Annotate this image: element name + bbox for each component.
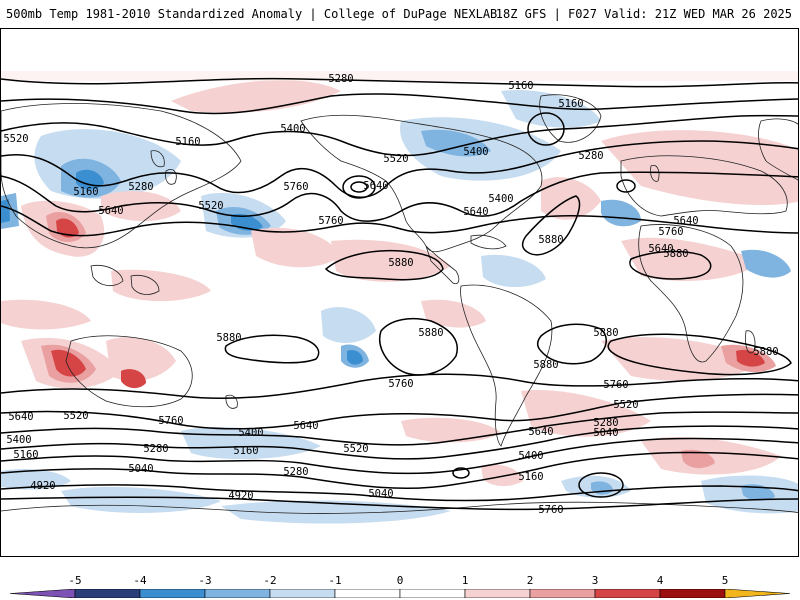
contour-label: 5520: [63, 410, 88, 422]
contour-label: 5640: [98, 205, 123, 217]
contour-label: 5160: [558, 98, 583, 110]
colorbar-segment: [724, 589, 790, 598]
contour-label: 5880: [388, 257, 413, 269]
contour-label: 5160: [175, 136, 200, 148]
colorbar-segment: [594, 589, 661, 598]
colorbar-tick-label: -4: [133, 574, 147, 587]
contour-label: 5760: [388, 378, 413, 390]
contour-labels: 5280 5160 5160 5520 5400 5160 5400 5280 5640 5520…: [3, 73, 778, 516]
contour-label: 5880: [593, 327, 618, 339]
contour-label: 5640: [8, 411, 33, 423]
contour-label: 5280: [578, 150, 603, 162]
colorbar-tick-label: -1: [328, 574, 342, 587]
contour-label: 5520: [613, 399, 638, 411]
colorbar-segment: [10, 589, 76, 598]
colorbar-tick-label: 0: [396, 574, 404, 587]
colorbar-segment: [529, 589, 596, 598]
contour-label: 5280: [143, 443, 168, 455]
contour-label: 5280: [283, 466, 308, 478]
contour-label: 5040: [368, 488, 393, 500]
contour-label: 5880: [538, 234, 563, 246]
colorbar-segment: [269, 589, 336, 598]
contour-label: 5040: [128, 463, 153, 475]
colorbar-tick-label: -2: [263, 574, 277, 587]
colorbar-segment: [139, 589, 206, 598]
contour-label: 5640: [363, 180, 388, 192]
contour-label: 5880: [216, 332, 241, 344]
contour-label: 5880: [753, 346, 778, 358]
contour-label: 5040: [593, 427, 618, 439]
contour-label: 5640: [673, 215, 698, 227]
anomaly-colorbar: [10, 589, 790, 598]
contour-label: 5760: [318, 215, 343, 227]
anomaly-shading: [1, 71, 798, 524]
contour-label: 5280: [328, 73, 353, 85]
contour-label: 5160: [508, 80, 533, 92]
colorbar-segment: [74, 589, 141, 598]
contour-label: 5640: [528, 426, 553, 438]
colorbar-tick-label: 1: [461, 574, 469, 587]
contour-label: 5400: [238, 427, 263, 439]
colorbar-segment: [659, 589, 726, 598]
contour-label: 5400: [280, 123, 305, 135]
contour-label: 5400: [463, 146, 488, 158]
contour-label: 5760: [283, 181, 308, 193]
colorbar-tick-label: 5: [721, 574, 729, 587]
contour-label: 5160: [233, 445, 258, 457]
contour-label: 5160: [518, 471, 543, 483]
colorbar-segment: [334, 589, 401, 598]
contour-label: 4920: [228, 490, 253, 502]
colorbar-tick-label: 2: [526, 574, 534, 587]
contour-label: 5160: [73, 186, 98, 198]
contour-label: 5760: [603, 379, 628, 391]
height-contours: [1, 77, 798, 511]
contour-label: 5760: [538, 504, 563, 516]
colorbar-segment: [204, 589, 271, 598]
contour-label: 5640: [648, 243, 673, 255]
contour-label: 5520: [343, 443, 368, 455]
contour-label: 5520: [3, 133, 28, 145]
header: 500mb Temp 1981-2010 Standardized Anomal…: [0, 0, 800, 28]
contour-label: 5520: [198, 200, 223, 212]
colorbar-segment: [399, 589, 466, 598]
contour-label: 5760: [158, 415, 183, 427]
colorbar-tick-label: 4: [656, 574, 664, 587]
contour-label: 5880: [663, 248, 688, 260]
contour-label: 5400: [6, 434, 31, 446]
contour-label: 5160: [13, 449, 38, 461]
contour-label: 4920: [30, 480, 55, 492]
coastlines: [1, 94, 798, 514]
contour-label: 5400: [518, 450, 543, 462]
contour-label: 5280: [128, 181, 153, 193]
colorbar-tick-label: -5: [68, 574, 82, 587]
contour-label: 5280: [593, 417, 618, 429]
anomaly-map: 5280 5160 5160 5520 5400 5160 5400 5280 5640 5520…: [1, 71, 798, 524]
colorbar-tick-label: -3: [198, 574, 212, 587]
contour-label: 5640: [463, 206, 488, 218]
contour-label: 5520: [383, 153, 408, 165]
contour-label: 5880: [533, 359, 558, 371]
contour-label: 5400: [488, 193, 513, 205]
contour-label: 5880: [418, 327, 443, 339]
map-panel: 5280 5160 5160 5520 5400 5160 5400 5280 5640 5520…: [0, 28, 799, 557]
colorbar-segment: [464, 589, 531, 598]
colorbar-tick-label: 3: [591, 574, 599, 587]
contour-label: 5760: [658, 226, 683, 238]
map-title: 500mb Temp 1981-2010 Standardized Anomal…: [6, 7, 498, 21]
model-run-info: 18Z GFS | F027 Valid: 21Z WED MAR 26 202…: [495, 7, 792, 21]
contour-label: 5640: [293, 420, 318, 432]
